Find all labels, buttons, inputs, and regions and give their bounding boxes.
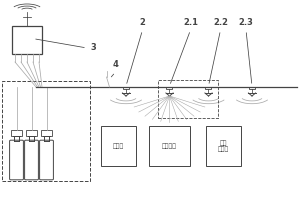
- Bar: [101, 126, 136, 166]
- Text: 2: 2: [140, 18, 146, 27]
- Bar: [11, 130, 22, 136]
- Text: 4: 4: [112, 60, 118, 69]
- Bar: [26, 130, 37, 136]
- Text: 3: 3: [90, 44, 96, 52]
- Bar: [249, 87, 255, 89]
- Bar: [206, 126, 241, 166]
- Text: 2.1: 2.1: [183, 18, 198, 27]
- Bar: [149, 126, 190, 166]
- FancyBboxPatch shape: [40, 140, 53, 180]
- Bar: [2, 81, 90, 181]
- Bar: [158, 80, 218, 118]
- Text: 数据
交换机: 数据 交换机: [218, 140, 229, 152]
- Text: 备用电源: 备用电源: [162, 143, 177, 149]
- Bar: [41, 130, 52, 136]
- Bar: [12, 26, 42, 54]
- Text: 2.3: 2.3: [238, 18, 253, 27]
- Bar: [123, 87, 129, 89]
- FancyBboxPatch shape: [25, 140, 38, 180]
- Text: 配电箱: 配电箱: [113, 143, 124, 149]
- Text: 2.2: 2.2: [213, 18, 228, 27]
- Bar: [206, 87, 212, 89]
- FancyBboxPatch shape: [10, 140, 23, 180]
- Bar: [167, 87, 172, 89]
